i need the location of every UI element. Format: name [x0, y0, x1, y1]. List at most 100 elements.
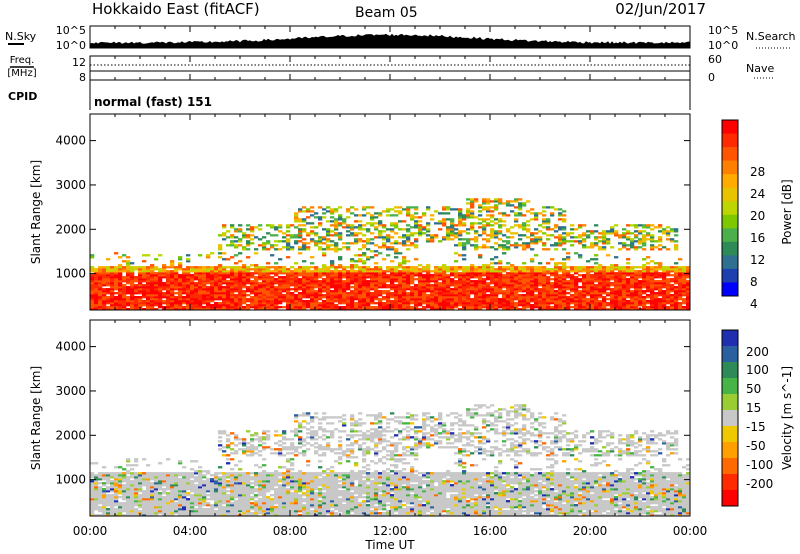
- heatmap-cell: [154, 478, 159, 481]
- heatmap-cell: [458, 242, 463, 245]
- heatmap-cell: [358, 240, 363, 243]
- heatmap-cell: [438, 286, 443, 289]
- heatmap-cell: [382, 272, 387, 275]
- heatmap-cell: [162, 308, 167, 311]
- heatmap-cell: [386, 302, 391, 305]
- heatmap-cell: [286, 290, 291, 293]
- heatmap-cell: [626, 304, 631, 307]
- heatmap-cell: [138, 266, 143, 269]
- heatmap-cell: [322, 252, 327, 255]
- heatmap-cell: [170, 274, 175, 277]
- heatmap-cell: [178, 492, 183, 495]
- heatmap-cell: [442, 224, 447, 227]
- heatmap-cell: [442, 284, 447, 287]
- heatmap-cell: [674, 298, 679, 301]
- heatmap-cell: [126, 472, 131, 475]
- heatmap-cell: [566, 302, 571, 305]
- heatmap-cell: [246, 240, 251, 243]
- heatmap-cell: [606, 266, 611, 269]
- heatmap-cell: [594, 224, 599, 227]
- heatmap-cell: [618, 272, 623, 275]
- heatmap-cell: [198, 268, 203, 271]
- heatmap-cell: [618, 274, 623, 277]
- heatmap-cell: [486, 308, 491, 311]
- heatmap-cell: [670, 238, 675, 241]
- heatmap-cell: [318, 306, 323, 309]
- heatmap-cell: [346, 248, 351, 251]
- heatmap-cell: [562, 288, 567, 291]
- heatmap-cell: [226, 302, 231, 305]
- heatmap-cell: [626, 236, 631, 239]
- heatmap-cell: [134, 474, 139, 477]
- heatmap-cell: [382, 292, 387, 295]
- heatmap-cell: [494, 286, 499, 289]
- heatmap-cell: [110, 308, 115, 311]
- heatmap-cell: [374, 236, 379, 239]
- heatmap-cell: [534, 274, 539, 277]
- heatmap-cell: [158, 272, 163, 275]
- heatmap-cell: [186, 480, 191, 483]
- heatmap-cell: [218, 504, 223, 507]
- heatmap-cell: [522, 304, 527, 307]
- heatmap-cell: [170, 270, 175, 273]
- heatmap-cell: [214, 270, 219, 273]
- heatmap-cell: [586, 298, 591, 301]
- heatmap-cell: [654, 308, 659, 311]
- heatmap-cell: [614, 272, 619, 275]
- heatmap-cell: [234, 236, 239, 239]
- heatmap-cell: [514, 304, 519, 307]
- heatmap-cell: [102, 508, 107, 511]
- heatmap-cell: [586, 294, 591, 297]
- heatmap-cell: [534, 302, 539, 305]
- heatmap-cell: [414, 220, 419, 223]
- heatmap-cell: [366, 272, 371, 275]
- heatmap-cell: [186, 286, 191, 289]
- heatmap-cell: [298, 230, 303, 233]
- heatmap-cell: [222, 474, 227, 477]
- heatmap-cell: [94, 308, 99, 311]
- heatmap-cell: [294, 240, 299, 243]
- heatmap-cell: [486, 202, 491, 205]
- heatmap-cell: [230, 474, 235, 477]
- heatmap-cell: [406, 266, 411, 269]
- heatmap-cell: [526, 302, 531, 305]
- heatmap-cell: [234, 288, 239, 291]
- power-heatmap: [90, 198, 691, 311]
- heatmap-cell: [246, 288, 251, 291]
- heatmap-cell: [622, 274, 627, 277]
- heatmap-cell: [278, 282, 283, 285]
- heatmap-cell: [658, 230, 663, 233]
- heatmap-cell: [586, 308, 591, 311]
- heatmap-cell: [166, 296, 171, 299]
- heatmap-cell: [238, 294, 243, 297]
- heatmap-cell: [122, 276, 127, 279]
- heatmap-cell: [354, 286, 359, 289]
- heatmap-cell: [386, 300, 391, 303]
- heatmap-cell: [378, 270, 383, 273]
- heatmap-cell: [682, 268, 687, 271]
- heatmap-cell: [450, 238, 455, 241]
- heatmap-cell: [362, 298, 367, 301]
- heatmap-cell: [546, 228, 551, 231]
- heatmap-cell: [298, 246, 303, 249]
- heatmap-cell: [626, 230, 631, 233]
- heatmap-cell: [562, 284, 567, 287]
- heatmap-cell: [474, 236, 479, 239]
- heatmap-cell: [554, 286, 559, 289]
- heatmap-cell: [142, 268, 147, 271]
- heatmap-cell: [210, 510, 215, 513]
- nave-tick-bottom: 0: [708, 71, 715, 84]
- heatmap-cell: [118, 256, 123, 259]
- heatmap-cell: [394, 206, 399, 209]
- heatmap-cell: [494, 272, 499, 275]
- heatmap-cell: [554, 270, 559, 273]
- heatmap-cell: [646, 226, 651, 229]
- heatmap-cell: [174, 494, 179, 497]
- heatmap-cell: [102, 474, 107, 477]
- heatmap-cell: [686, 266, 691, 269]
- heatmap-cell: [390, 296, 395, 299]
- heatmap-cell: [194, 282, 199, 285]
- heatmap-cell: [398, 284, 403, 287]
- heatmap-cell: [614, 266, 619, 269]
- heatmap-cell: [266, 266, 271, 269]
